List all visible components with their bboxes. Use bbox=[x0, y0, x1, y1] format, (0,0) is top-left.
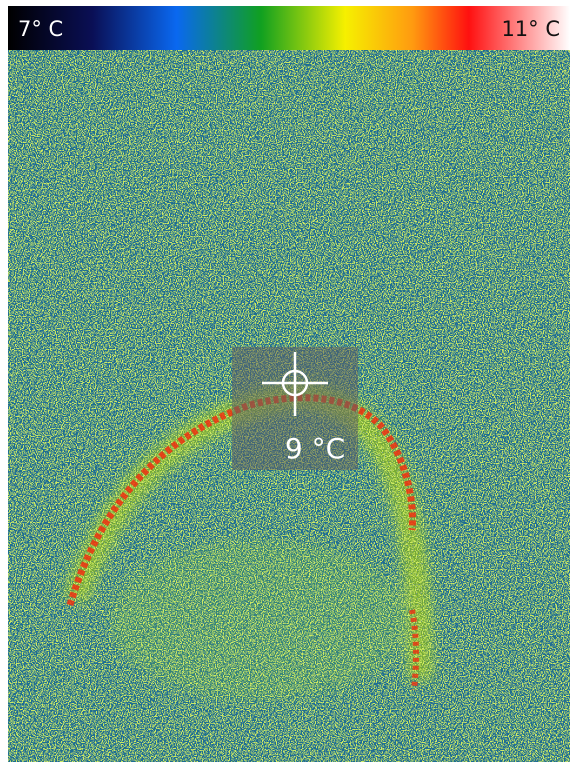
crosshair bbox=[262, 352, 328, 416]
max-temp-label: 11° C bbox=[501, 17, 560, 41]
palette-bar bbox=[8, 6, 570, 50]
min-temp-label: 7° C bbox=[18, 17, 63, 41]
spot-temp: 9 °C bbox=[285, 432, 345, 465]
